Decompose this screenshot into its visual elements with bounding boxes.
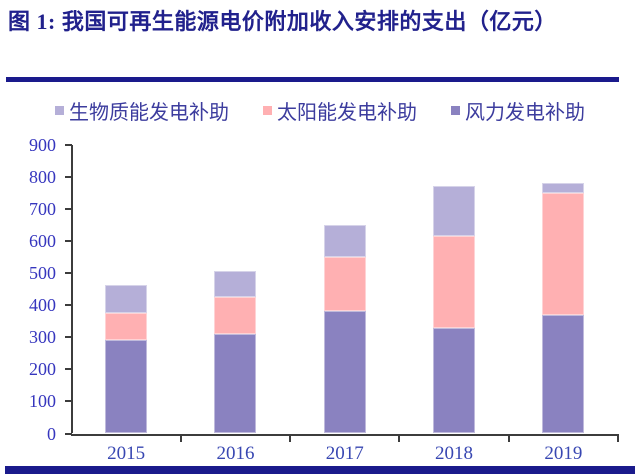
legend-item-biomass: 生物质能发电补助 <box>55 96 229 125</box>
y-tick <box>64 336 72 339</box>
y-axis-tick-label: 900 <box>29 134 56 155</box>
x-axis-category-label: 2016 <box>216 442 255 464</box>
x-axis-category-label: 2015 <box>107 442 146 464</box>
bar-segment-biomass-2016 <box>214 270 257 297</box>
bar-segment-wind-2018 <box>433 327 476 434</box>
footer-rule <box>5 466 635 474</box>
legend-label: 生物质能发电补助 <box>69 102 229 124</box>
bar-segment-wind-2019 <box>542 315 585 434</box>
y-axis-tick-label: 200 <box>29 359 56 380</box>
y-axis-tick-label: 300 <box>29 327 56 348</box>
y-axis-tick-label: 600 <box>29 231 56 252</box>
bar-segment-solar-2015 <box>105 313 148 341</box>
bar-segment-biomass-2018 <box>433 185 476 237</box>
legend-marker-wind-icon <box>451 106 460 115</box>
y-tick <box>64 143 72 146</box>
y-tick <box>64 175 72 178</box>
y-tick <box>64 207 72 210</box>
bar-segment-biomass-2019 <box>542 182 585 193</box>
y-axis-line <box>70 144 73 434</box>
chart-legend: 生物质能发电补助 太阳能发电补助 风力发电补助 <box>0 96 640 125</box>
legend-item-wind: 风力发电补助 <box>451 96 585 125</box>
legend-marker-biomass-icon <box>55 106 64 115</box>
y-axis-tick-label: 400 <box>29 295 56 316</box>
x-tick <box>179 435 182 442</box>
x-axis-category-label: 2019 <box>544 442 583 464</box>
y-axis-tick-label: 800 <box>29 166 56 187</box>
x-tick <box>617 435 619 442</box>
x-axis-category-label: 2017 <box>325 442 364 464</box>
x-axis-category-label: 2018 <box>435 442 474 464</box>
y-tick <box>64 240 72 243</box>
legend-label: 风力发电补助 <box>465 102 585 124</box>
bar-segment-wind-2015 <box>105 340 148 434</box>
y-axis-tick-label: 0 <box>47 423 56 444</box>
bar-segment-biomass-2015 <box>105 285 148 314</box>
bar-segment-wind-2016 <box>214 334 257 434</box>
y-tick <box>64 272 72 275</box>
y-tick <box>64 304 72 307</box>
figure-title: 图 1: 我国可再生能源电价附加收入安排的支出（亿元） <box>8 9 557 34</box>
bar-segment-solar-2018 <box>433 236 476 328</box>
legend-label: 太阳能发电补助 <box>277 102 417 124</box>
legend-item-solar: 太阳能发电补助 <box>263 96 417 125</box>
x-tick <box>507 435 510 442</box>
y-tick <box>64 432 72 435</box>
y-tick <box>64 368 72 371</box>
x-tick <box>398 435 401 442</box>
legend-marker-solar-icon <box>263 106 272 115</box>
bar-segment-solar-2017 <box>323 256 366 312</box>
bar-segment-biomass-2017 <box>323 224 366 257</box>
y-axis-tick-label: 100 <box>29 391 56 412</box>
bar-segment-solar-2019 <box>542 192 585 316</box>
y-axis-tick-label: 500 <box>29 263 56 284</box>
y-tick <box>64 400 72 403</box>
bar-segment-wind-2017 <box>323 311 366 434</box>
y-axis-tick-label: 700 <box>29 198 56 219</box>
x-axis-line <box>70 433 619 436</box>
x-tick <box>289 435 292 442</box>
title-separator-rule <box>6 77 619 82</box>
bar-segment-solar-2016 <box>214 296 257 335</box>
